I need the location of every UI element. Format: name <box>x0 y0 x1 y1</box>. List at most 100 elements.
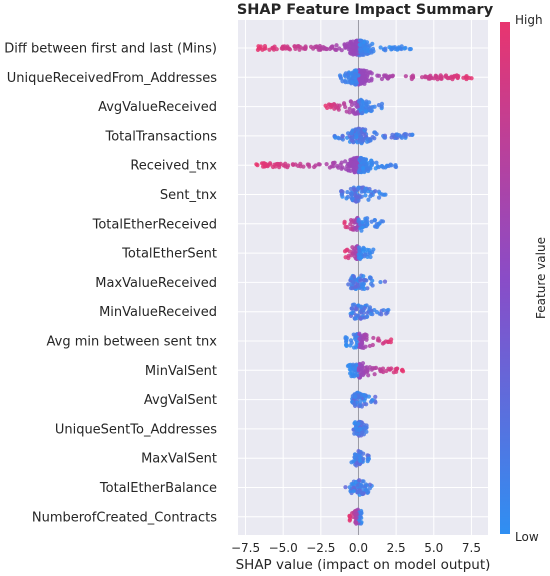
feature-label: MaxValSent <box>141 452 217 467</box>
shap-point <box>361 277 367 283</box>
shap-point <box>355 195 360 200</box>
x-tick-label: 5.0 <box>424 541 443 555</box>
shap-point <box>353 132 359 137</box>
shap-point <box>283 46 288 51</box>
shap-point <box>367 486 372 491</box>
shap-point <box>344 248 349 253</box>
shap-point <box>372 130 377 135</box>
shap-point <box>364 425 369 430</box>
x-tick-label: 2.5 <box>387 541 406 555</box>
shap-point <box>354 342 359 348</box>
shap-point <box>346 255 351 261</box>
shap-point <box>370 283 375 288</box>
shap-point <box>277 165 282 170</box>
shap-point <box>369 108 374 113</box>
shap-point <box>371 335 376 341</box>
shap-point <box>389 46 395 52</box>
feature-label: MinValSent <box>145 364 217 379</box>
shap-point <box>357 76 362 82</box>
shap-point <box>361 479 366 484</box>
shap-point <box>356 185 361 191</box>
x-tick-label: −5.0 <box>269 541 298 555</box>
shap-point <box>366 394 372 399</box>
shap-point <box>267 161 273 166</box>
shap-point <box>380 192 385 197</box>
shap-point <box>363 193 368 198</box>
shap-point <box>371 247 376 252</box>
shap-point <box>379 369 384 374</box>
shap-point <box>382 74 387 79</box>
shap-point <box>344 196 349 201</box>
shap-point <box>369 399 374 404</box>
shap-point <box>347 514 353 519</box>
shap-point <box>344 109 349 114</box>
shap-point <box>347 42 352 47</box>
shap-point <box>358 458 363 463</box>
shap-point <box>353 452 358 457</box>
shap-point <box>399 135 404 140</box>
shap-point <box>351 280 356 286</box>
feature-label: UniqueReceivedFrom_Addresses <box>7 71 217 86</box>
x-tick-label: −7.5 <box>231 541 260 555</box>
shap-point <box>359 38 364 43</box>
shap-point <box>365 310 370 315</box>
shap-point <box>359 105 364 110</box>
shap-point <box>376 195 382 200</box>
shap-point <box>349 219 354 224</box>
colorbar-title: Feature value <box>534 237 548 319</box>
shap-point <box>352 170 357 175</box>
x-axis-label: SHAP value (impact on model output) <box>236 557 491 573</box>
shap-point <box>325 105 330 111</box>
shap-point <box>354 225 359 230</box>
shap-point <box>393 164 399 170</box>
shap-point <box>363 333 368 338</box>
shap-point <box>359 484 364 489</box>
shap-point <box>358 47 363 52</box>
shap-point <box>311 164 317 170</box>
shap-point <box>362 246 367 251</box>
shap-point <box>434 74 439 79</box>
shap-point <box>357 163 362 168</box>
shap-point <box>283 161 288 166</box>
shap-point <box>333 135 338 140</box>
shap-point <box>356 252 361 257</box>
shap-point <box>359 281 364 286</box>
shap-point <box>352 421 357 426</box>
shap-point <box>336 136 342 141</box>
shap-point <box>336 165 341 170</box>
feature-label: UniqueSentTo_Addresses <box>55 422 217 437</box>
shap-point <box>386 339 391 344</box>
points-layer <box>254 38 474 526</box>
shap-point <box>452 73 457 79</box>
shap-point <box>390 132 395 137</box>
shap-point <box>352 401 357 406</box>
shap-point <box>256 44 261 49</box>
shap-point <box>340 137 345 142</box>
shap-point <box>346 282 351 287</box>
shap-point <box>365 74 370 79</box>
shap-point <box>399 44 404 49</box>
shap-point <box>367 43 372 48</box>
shap-point <box>352 431 357 436</box>
x-tick-label: 7.5 <box>462 541 481 555</box>
shap-point <box>410 132 415 137</box>
shap-point <box>322 46 328 51</box>
shap-point <box>403 74 408 79</box>
shap-point <box>372 372 377 377</box>
feature-label: Received_tnx <box>130 159 217 174</box>
shap-point <box>350 286 355 291</box>
shap-point <box>387 367 392 372</box>
shap-point <box>311 46 316 51</box>
shap-point <box>360 361 366 366</box>
shap-point <box>334 105 339 110</box>
shap-point <box>340 79 345 84</box>
shap-point <box>347 518 352 523</box>
shap-point <box>349 195 354 200</box>
shap-point <box>350 302 355 307</box>
shap-point <box>352 157 358 162</box>
shap-point <box>372 136 377 141</box>
shap-point <box>377 338 382 343</box>
shap-point <box>351 459 356 464</box>
shap-point <box>358 455 363 460</box>
